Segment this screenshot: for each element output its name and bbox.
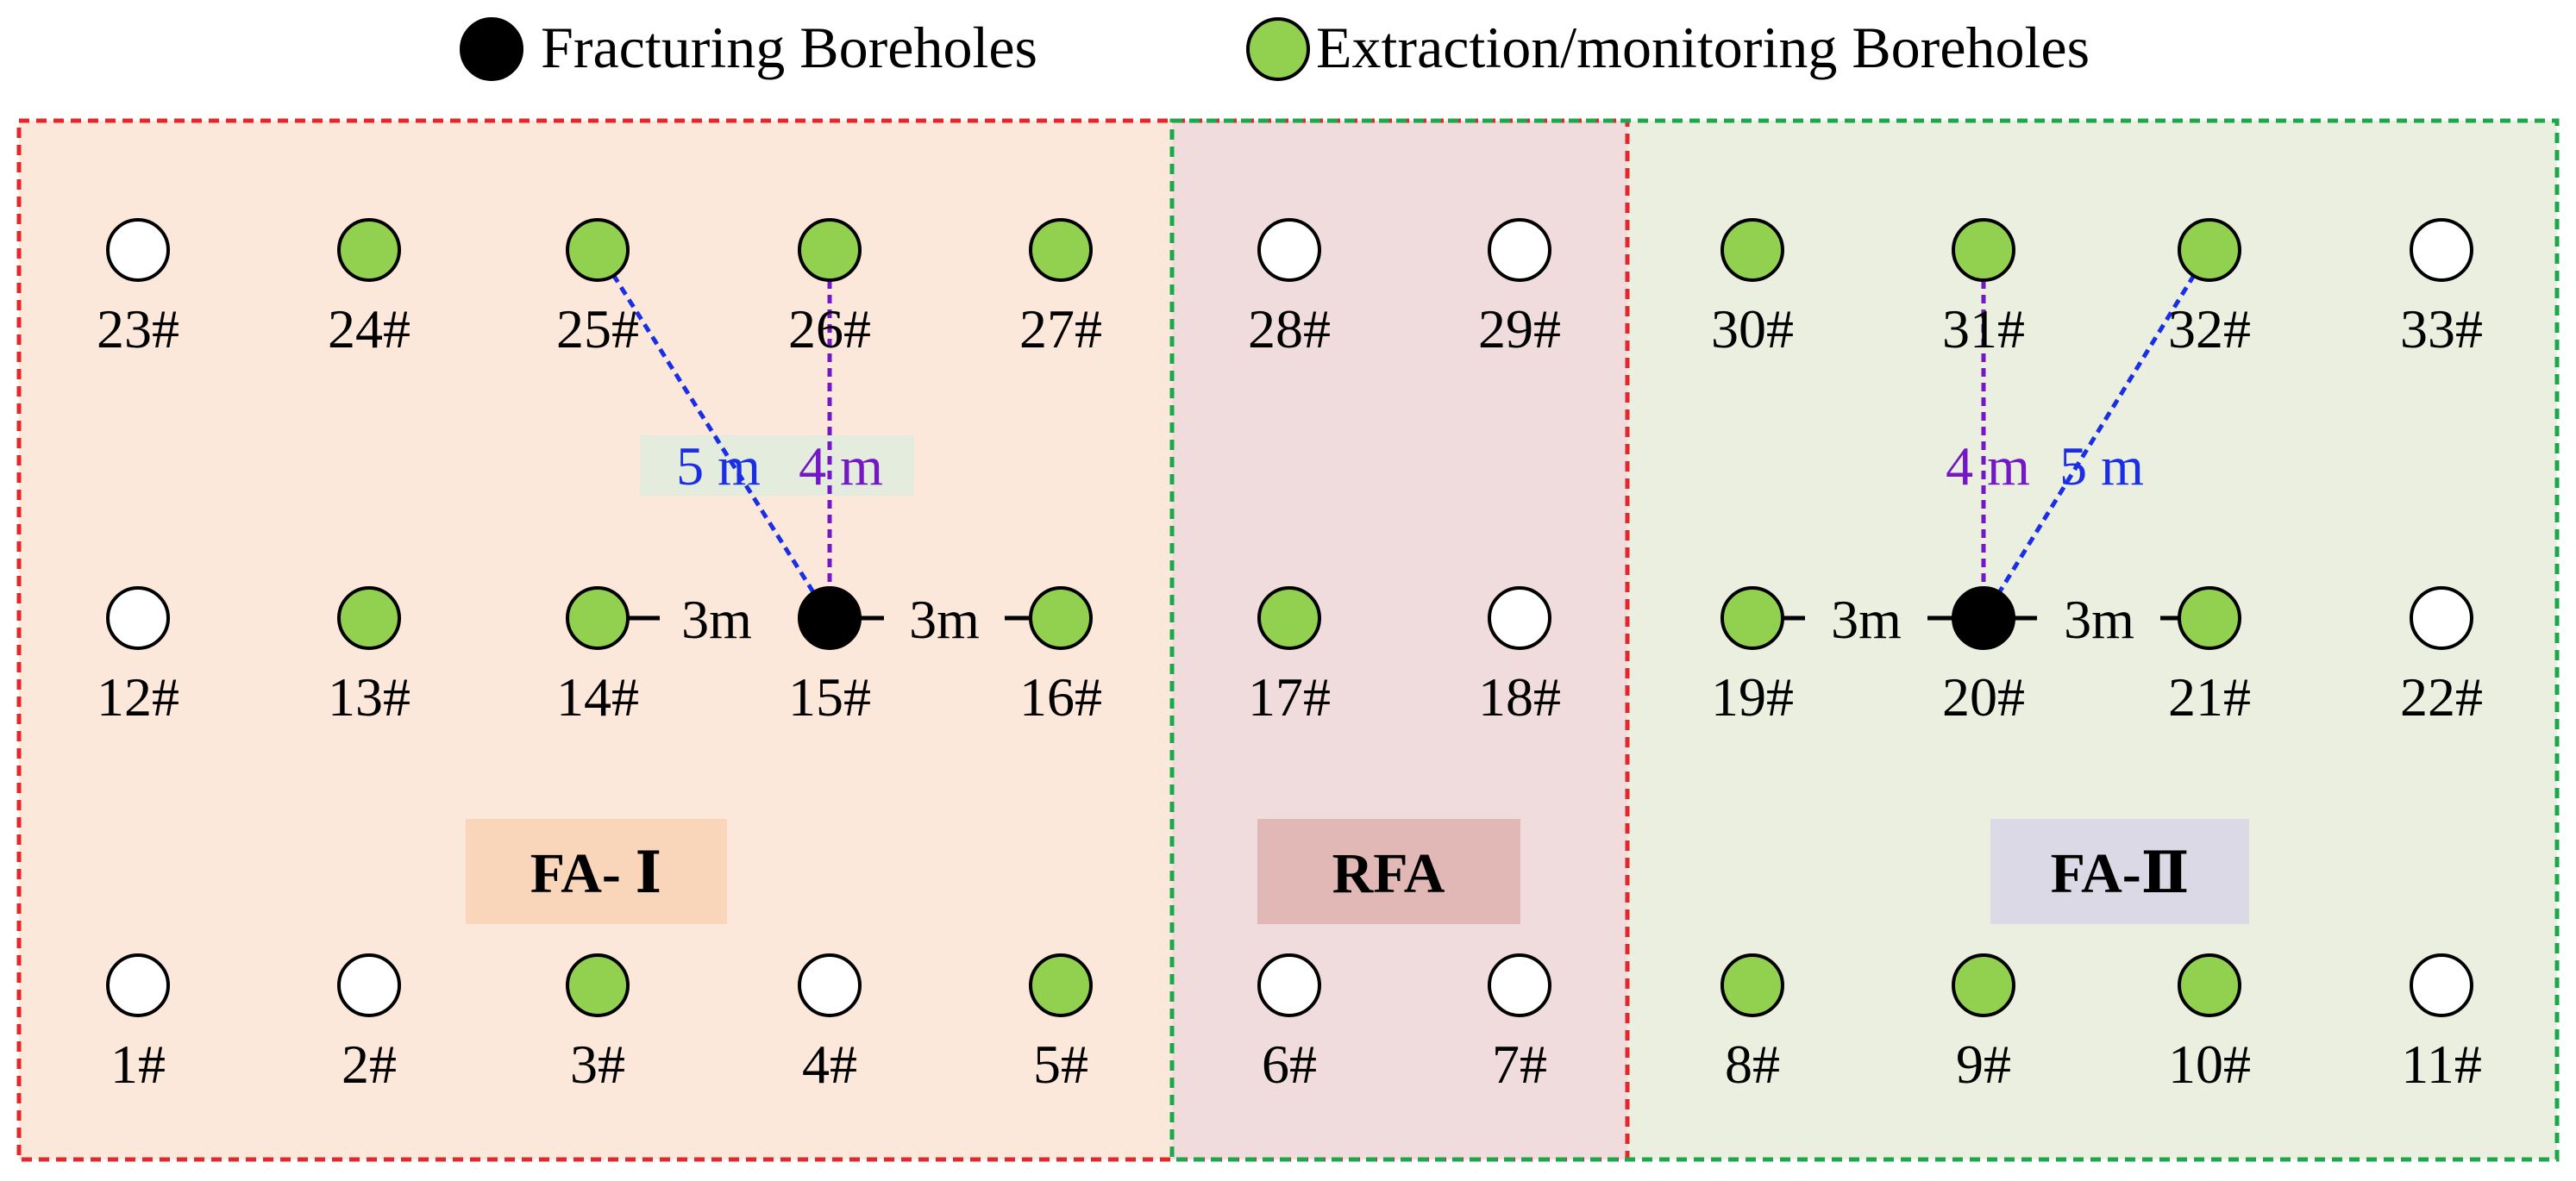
legend-extraction-label: Extraction/monitoring Boreholes	[1316, 15, 2090, 80]
borehole-9-label: 9#	[1956, 1034, 2011, 1095]
borehole-1-marker	[106, 953, 170, 1017]
borehole-13-label: 13#	[328, 666, 411, 728]
borehole-20-marker	[1952, 586, 2015, 650]
borehole-9-marker	[1952, 953, 2015, 1017]
borehole-1-label: 1#	[110, 1034, 166, 1095]
borehole-18-marker	[1488, 586, 1551, 650]
borehole-11-marker	[2410, 953, 2473, 1017]
borehole-17-label: 17#	[1248, 666, 1331, 728]
borehole-17-marker	[1257, 586, 1321, 650]
borehole-5-label: 5#	[1033, 1034, 1088, 1095]
borehole-27-label: 27#	[1019, 298, 1102, 359]
borehole-30-label: 30#	[1711, 298, 1794, 359]
borehole-27-marker	[1029, 218, 1093, 282]
fa1-badge	[466, 819, 727, 924]
borehole-8-label: 8#	[1725, 1034, 1780, 1095]
borehole-10-label: 10#	[2168, 1034, 2251, 1095]
distance-label-5m-left: 5 m	[676, 435, 761, 497]
borehole-15-marker	[798, 586, 862, 650]
borehole-24-marker	[337, 218, 401, 282]
distance-label-3m-right-a: 3m	[1831, 589, 1902, 650]
borehole-28-label: 28#	[1248, 298, 1331, 359]
borehole-24-label: 24#	[328, 298, 411, 359]
fa2-zone-label: FA-Ⅱ	[1990, 819, 2249, 924]
distance-label-3m-left-b: 3m	[909, 589, 980, 650]
distance-label-4m-right: 4 m	[1946, 435, 2030, 497]
fa1-badge-text: FA- Ⅰ	[530, 842, 661, 905]
borehole-15-label: 15#	[788, 666, 871, 728]
borehole-3-marker	[566, 953, 630, 1017]
borehole-25-marker	[566, 218, 630, 282]
fa1-zone-label: FA- Ⅰ	[466, 819, 727, 924]
legend-fracturing-marker	[460, 17, 523, 81]
distance-line-5m-right	[1981, 248, 2212, 620]
borehole-33-label: 33#	[2400, 298, 2483, 359]
fa1-dashed-border	[16, 118, 1630, 1162]
borehole-8-marker	[1720, 953, 1784, 1017]
borehole-grid: 23# 24# 25# 26# 27# 28# 29# 30# 31# 32# 33# 12# 13# 1…	[97, 218, 2483, 1095]
borehole-23-label: 23#	[97, 298, 179, 359]
borehole-28-marker	[1257, 218, 1321, 282]
borehole-3-label: 3#	[570, 1034, 625, 1095]
distance-label-4m-left: 4 m	[799, 435, 883, 497]
borehole-32-label: 32#	[2168, 298, 2251, 359]
borehole-10-marker	[2178, 953, 2241, 1017]
distance-label-backdrop	[640, 435, 914, 496]
rfa-zone-background	[1172, 121, 1627, 1159]
legend-extraction-marker	[1246, 17, 1310, 81]
borehole-6-marker	[1257, 953, 1321, 1017]
borehole-2-marker	[337, 953, 401, 1017]
borehole-21-label: 21#	[2168, 666, 2251, 728]
borehole-14-marker	[566, 586, 630, 650]
borehole-29-marker	[1488, 218, 1551, 282]
borehole-4-label: 4#	[802, 1034, 857, 1095]
borehole-2-label: 2#	[342, 1034, 397, 1095]
borehole-33-marker	[2410, 218, 2473, 282]
fa2-dashed-border	[1169, 118, 2560, 1162]
borehole-12-marker	[106, 586, 170, 650]
borehole-31-label: 31#	[1942, 298, 2025, 359]
borehole-5-marker	[1029, 953, 1093, 1017]
borehole-21-marker	[2178, 586, 2241, 650]
borehole-26-marker	[798, 218, 862, 282]
borehole-19-label: 19#	[1711, 666, 1794, 728]
borehole-4-marker	[798, 953, 862, 1017]
borehole-18-label: 18#	[1478, 666, 1561, 728]
borehole-25-label: 25#	[556, 298, 639, 359]
borehole-14-label: 14#	[556, 666, 639, 728]
borehole-13-marker	[337, 586, 401, 650]
borehole-22-marker	[2410, 586, 2473, 650]
distance-label-3m-right-b: 3m	[2064, 589, 2134, 650]
legend: Fracturing Boreholes Extraction/monitori…	[460, 15, 2090, 81]
rfa-badge	[1257, 819, 1520, 924]
borehole-31-marker	[1952, 218, 2015, 282]
borehole-11-label: 11#	[2401, 1034, 2482, 1095]
borehole-32-marker	[2178, 218, 2241, 282]
borehole-22-label: 22#	[2400, 666, 2483, 728]
rfa-zone-label: RFA	[1257, 819, 1520, 924]
borehole-30-marker	[1720, 218, 1784, 282]
borehole-19-marker	[1720, 586, 1784, 650]
rfa-badge-text: RFA	[1332, 842, 1445, 905]
borehole-6-label: 6#	[1262, 1034, 1317, 1095]
borehole-12-label: 12#	[97, 666, 179, 728]
fa2-badge	[1990, 819, 2249, 924]
borehole-29-label: 29#	[1478, 298, 1561, 359]
borehole-7-marker	[1488, 953, 1551, 1017]
borehole-20-label: 20#	[1942, 666, 2025, 728]
borehole-7-label: 7#	[1492, 1034, 1547, 1095]
borehole-16-label: 16#	[1019, 666, 1102, 728]
borehole-23-marker	[106, 218, 170, 282]
distance-label-5m-right: 5 m	[2059, 435, 2144, 497]
borehole-26-label: 26#	[788, 298, 871, 359]
borehole-16-marker	[1029, 586, 1093, 650]
distance-label-3m-left-a: 3m	[681, 589, 752, 650]
fa2-badge-text: FA-Ⅱ	[2051, 842, 2190, 905]
legend-fracturing-label: Fracturing Boreholes	[541, 15, 1037, 80]
